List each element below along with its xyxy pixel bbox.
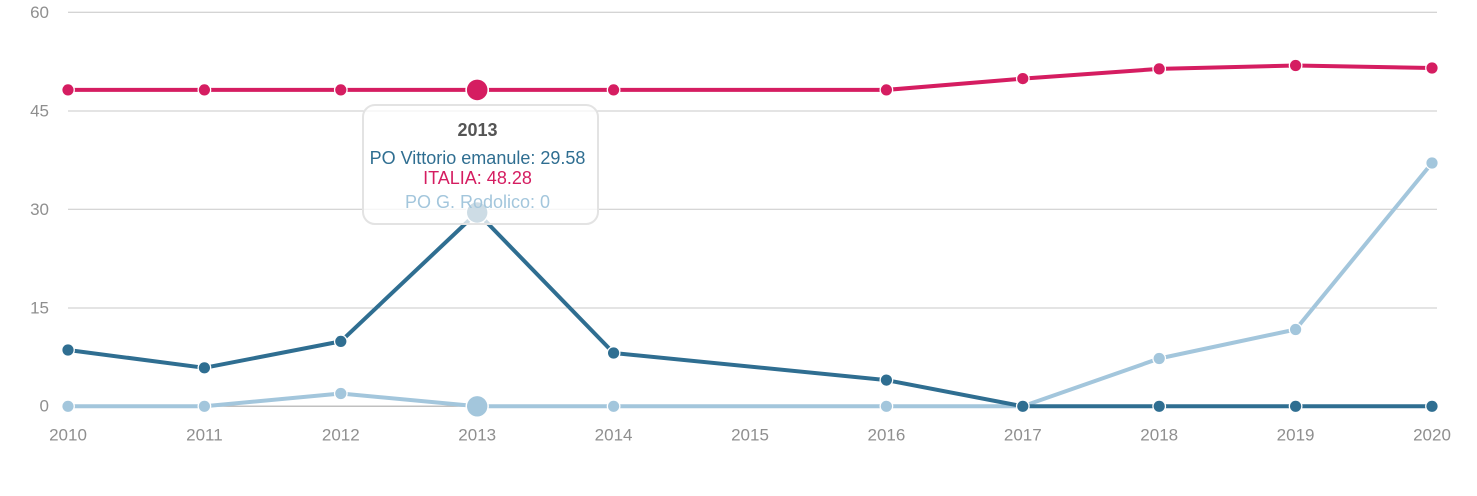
svg-text:2010: 2010 — [49, 426, 87, 445]
svg-text:2019: 2019 — [1277, 426, 1315, 445]
svg-text:2012: 2012 — [322, 426, 360, 445]
svg-text:2017: 2017 — [1004, 426, 1042, 445]
svg-text:2011: 2011 — [186, 426, 223, 445]
svg-text:2015: 2015 — [731, 426, 769, 445]
svg-text:45: 45 — [30, 102, 49, 121]
svg-text:15: 15 — [30, 299, 49, 318]
svg-text:2020: 2020 — [1413, 426, 1451, 445]
svg-text:2013: 2013 — [458, 426, 496, 445]
svg-text:2016: 2016 — [867, 426, 905, 445]
svg-text:2014: 2014 — [595, 426, 633, 445]
svg-text:2018: 2018 — [1140, 426, 1178, 445]
svg-text:60: 60 — [30, 3, 49, 22]
svg-text:0: 0 — [40, 397, 49, 416]
svg-text:30: 30 — [30, 200, 49, 219]
